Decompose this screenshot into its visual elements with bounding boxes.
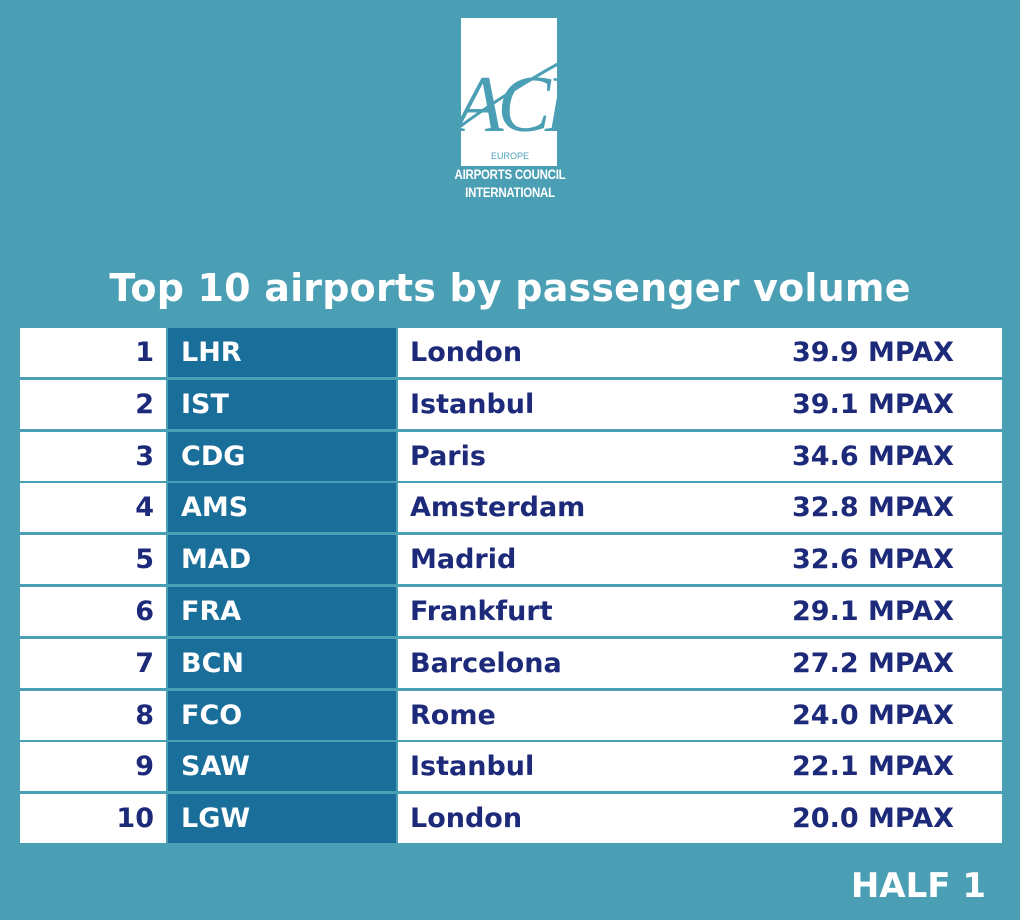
city-cell: Istanbul (398, 742, 1002, 792)
logo-letters: ACI (450, 61, 575, 149)
city-cell: Istanbul (398, 379, 1002, 429)
passenger-volume-cell: 32.8 MPAX (792, 492, 954, 524)
rank-cell: 6 (20, 587, 166, 636)
rank-cell: 10 (20, 794, 166, 844)
airport-code-cell: MAD (168, 535, 396, 585)
airport-code-cell: IST (168, 379, 396, 429)
airport-code-cell: FCO (168, 690, 396, 740)
airport-ranking-table: 1 LHR London 39.9 MPAX 2 IST Istanbul 39.1 MPAX… (20, 328, 1002, 844)
period-label: HALF 1 (850, 866, 986, 906)
table-row: 3 CDG Paris 34.6 MPAX (20, 431, 1002, 481)
table-row: 2 IST Istanbul 39.1 MPAX (20, 379, 1002, 429)
airport-code-cell: FRA (168, 587, 396, 636)
passenger-volume-cell: 22.1 MPAX (792, 751, 954, 783)
table-row: 9 SAW Istanbul 22.1 MPAX (20, 742, 1002, 792)
aci-logo-mark: ACI EUROPE (439, 50, 581, 161)
logo-caption-line1: AIRPORTS COUNCIL (454, 166, 566, 182)
table-row: 7 BCN Barcelona 27.2 MPAX (20, 638, 1002, 688)
table-row: 1 LHR London 39.9 MPAX (20, 328, 1002, 377)
passenger-volume-cell: 34.6 MPAX (792, 440, 954, 472)
airport-code-cell: BCN (168, 638, 396, 688)
airport-code-cell: LHR (168, 328, 396, 377)
rank-cell: 2 (20, 379, 166, 429)
passenger-volume-cell: 32.6 MPAX (792, 544, 954, 576)
rank-cell: 5 (20, 535, 166, 585)
chart-title: Top 10 airports by passenger volume (109, 266, 911, 310)
airport-code-cell: CDG (168, 431, 396, 481)
rank-cell: 1 (20, 328, 166, 377)
table-row: 10 LGW London 20.0 MPAX (20, 794, 1002, 844)
table-row: 6 FRA Frankfurt 29.1 MPAX (20, 587, 1002, 636)
passenger-volume-cell: 27.2 MPAX (792, 647, 954, 679)
city-cell: London (398, 794, 1002, 844)
passenger-volume-cell: 39.1 MPAX (792, 388, 954, 420)
airport-code-cell: AMS (168, 483, 396, 533)
city-cell: Madrid (398, 535, 1002, 585)
passenger-volume-cell: 20.0 MPAX (792, 803, 954, 835)
city-cell: London (398, 328, 1002, 377)
rank-cell: 8 (20, 690, 166, 740)
airport-code-cell: LGW (168, 794, 396, 844)
logo-caption-line2: INTERNATIONAL (465, 184, 555, 200)
city-cell: Frankfurt (398, 587, 1002, 636)
passenger-volume-cell: 24.0 MPAX (792, 699, 954, 731)
city-cell: Rome (398, 690, 1002, 740)
passenger-volume-cell: 39.9 MPAX (792, 337, 954, 368)
table-row: 5 MAD Madrid 32.6 MPAX (20, 535, 1002, 585)
aci-europe-logo: ACI EUROPE AIRPORTS COUNCIL INTERNATIONA… (438, 14, 582, 206)
city-cell: Amsterdam (398, 483, 1002, 533)
city-cell: Paris (398, 431, 1002, 481)
rank-cell: 9 (20, 742, 166, 792)
logo-region: EUROPE (491, 151, 529, 161)
rank-cell: 4 (20, 483, 166, 533)
rank-cell: 3 (20, 431, 166, 481)
city-cell: Barcelona (398, 638, 1002, 688)
airport-code-cell: SAW (168, 742, 396, 792)
table-row: 4 AMS Amsterdam 32.8 MPAX (20, 483, 1002, 533)
passenger-volume-cell: 29.1 MPAX (792, 596, 954, 627)
table-row: 8 FCO Rome 24.0 MPAX (20, 690, 1002, 740)
rank-cell: 7 (20, 638, 166, 688)
